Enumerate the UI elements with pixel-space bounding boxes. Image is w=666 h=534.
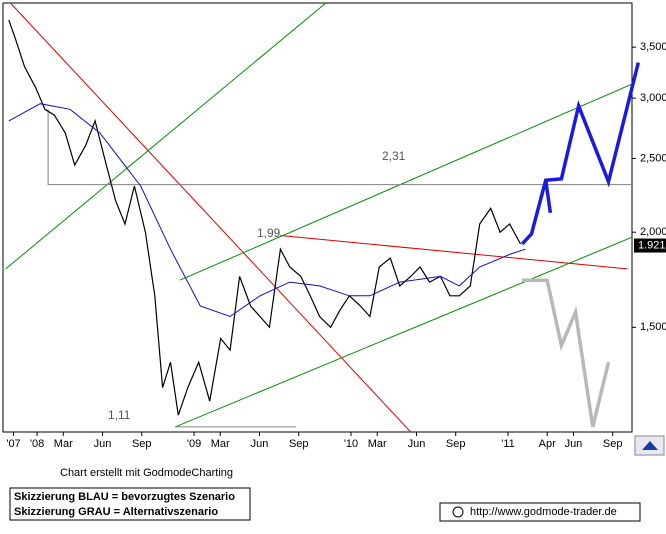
- x-tick-label: Jun: [408, 438, 426, 450]
- annotation: 1,11: [108, 408, 131, 422]
- x-tick-label: Sep: [132, 438, 152, 450]
- y-tick-label: 2,500: [640, 152, 666, 164]
- x-tick-label: Apr: [539, 438, 556, 450]
- y-tick-label: 2,000: [640, 226, 666, 238]
- last-price-box: [634, 238, 666, 253]
- y-tick-label: 1,500: [640, 321, 666, 333]
- trend-line: [10, 3, 412, 432]
- x-tick-label: Mar: [211, 438, 230, 450]
- series-line: [8, 103, 526, 318]
- x-tick-label: Sep: [603, 438, 623, 450]
- x-tick-label: '08: [30, 438, 44, 450]
- x-tick-label: '07: [6, 438, 20, 450]
- x-tick-label: Jun: [251, 438, 269, 450]
- note: Skizzierung BLAU = bevorzugtes Szenario: [14, 491, 235, 503]
- x-tick-label: '11: [501, 438, 515, 450]
- url-icon: [452, 506, 464, 518]
- trend-line: [5, 3, 327, 270]
- plot-area: [2, 2, 633, 433]
- credit: Chart erstellt mit GodmodeCharting: [60, 467, 233, 479]
- x-tick-label: Sep: [289, 438, 309, 450]
- series-line: [543, 180, 553, 214]
- trend-line: [179, 83, 632, 281]
- x-tick-label: Jun: [94, 438, 112, 450]
- y-tick-label: 3,500: [640, 41, 666, 53]
- x-tick-label: Mar: [54, 438, 73, 450]
- notes-box: [9, 487, 251, 521]
- url[interactable]: http://www.godmode-trader.de: [470, 506, 617, 518]
- x-tick-label: '10: [344, 438, 358, 450]
- note: Skizzierung GRAU = Alternativszenario: [14, 506, 218, 518]
- series-line: [520, 62, 640, 246]
- y-tick-label: 3,000: [640, 92, 666, 104]
- trend-line: [175, 236, 632, 428]
- url-box: [439, 502, 641, 522]
- last-price-label: 1.921: [638, 239, 666, 251]
- x-tick-label: Jun: [565, 438, 583, 450]
- x-tick-label: '09: [187, 438, 201, 450]
- x-tick-label: Sep: [446, 438, 466, 450]
- icon: [642, 441, 658, 450]
- annotation: 2,31: [382, 149, 406, 163]
- series-line: [8, 19, 522, 416]
- annotation: 1,99: [257, 226, 281, 240]
- series-line: [522, 278, 611, 428]
- trend-line: [47, 109, 632, 186]
- x-tick-label: Mar: [368, 438, 387, 450]
